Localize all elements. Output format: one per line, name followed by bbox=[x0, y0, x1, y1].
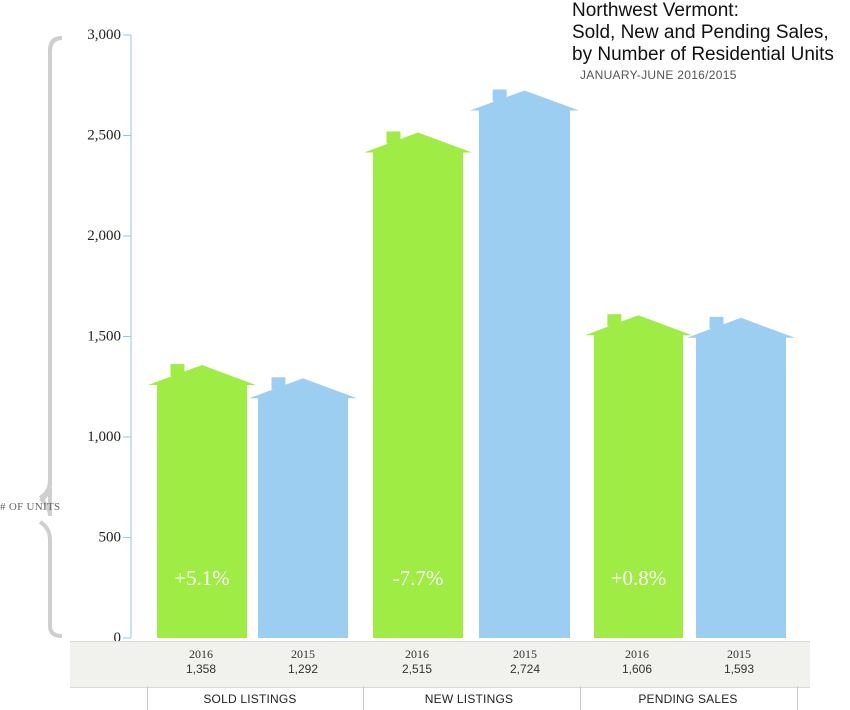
category-divider bbox=[363, 686, 364, 710]
chart-subtitle: JANUARY-JUNE 2016/2015 bbox=[580, 68, 737, 82]
change-label-2: +0.8% bbox=[611, 566, 667, 590]
table-value-new-2016: 2,515 bbox=[401, 662, 433, 676]
bar-2015-0 bbox=[249, 378, 357, 638]
category-divider bbox=[797, 686, 798, 710]
bar-2016-0 bbox=[148, 365, 256, 638]
table-value-sold-2016: 1,358 bbox=[185, 662, 217, 676]
bar-2015-1 bbox=[470, 90, 579, 638]
table-year-sold-2015: 2015 bbox=[291, 647, 315, 661]
category-label-pending: PENDING SALES bbox=[638, 692, 738, 706]
bar-2016-1-chimney bbox=[386, 131, 401, 144]
y-tick-label: 1,500 bbox=[87, 329, 121, 345]
y-tick-label: 3,000 bbox=[87, 27, 121, 43]
table-value-new-2015: 2,724 bbox=[509, 662, 541, 676]
table-value-pending-2016: 1,606 bbox=[621, 662, 653, 676]
category-divider bbox=[580, 686, 581, 710]
bar-2016-2 bbox=[585, 315, 692, 638]
change-label-1: -7.7% bbox=[393, 566, 444, 590]
bar-2016-2-chimney bbox=[607, 314, 622, 327]
category-divider bbox=[147, 686, 148, 710]
table-year-new-2015: 2015 bbox=[513, 647, 537, 661]
title-line-1: Northwest Vermont: bbox=[572, 0, 739, 21]
value-table: 2016 1,358 2015 1,292 2016 2,515 2015 2,… bbox=[70, 641, 810, 688]
bar-2015-2-chimney bbox=[709, 316, 724, 329]
table-value-pending-2015: 1,593 bbox=[723, 662, 755, 676]
bar-2015-2 bbox=[687, 317, 795, 638]
title-line-3: by Number of Residential Units bbox=[572, 44, 834, 65]
table-year-new-2016: 2016 bbox=[405, 647, 429, 661]
axis-bracket-upper bbox=[38, 36, 63, 500]
y-tick-label: 2,000 bbox=[87, 228, 121, 244]
y-tick-label: 2,500 bbox=[87, 128, 121, 144]
y-tick-label: 500 bbox=[99, 530, 122, 546]
y-tick-label: 0 bbox=[114, 630, 122, 646]
table-value-sold-2015: 1,292 bbox=[287, 662, 319, 676]
table-year-pending-2015: 2015 bbox=[727, 647, 751, 661]
bar-2015-1-chimney bbox=[492, 89, 507, 102]
title-line-2: Sold, New and Pending Sales, bbox=[572, 22, 829, 43]
bar-2016-0-chimney bbox=[170, 364, 185, 377]
category-label-new: NEW LISTINGS bbox=[424, 692, 514, 706]
axis-bracket-lower bbox=[38, 520, 63, 638]
change-label-0: +5.1% bbox=[174, 566, 230, 590]
y-axis-label: # OF UNITS bbox=[0, 501, 61, 513]
bar-2015-0-chimney bbox=[271, 377, 286, 390]
chart-title: Northwest Vermont: Sold, New and Pending… bbox=[572, 0, 834, 82]
category-label-sold: SOLD LISTINGS bbox=[203, 692, 297, 706]
y-tick-label: 1,000 bbox=[87, 429, 121, 445]
bar-2016-1 bbox=[364, 132, 472, 639]
table-year-sold-2016: 2016 bbox=[189, 647, 213, 661]
table-year-pending-2016: 2016 bbox=[625, 647, 649, 661]
